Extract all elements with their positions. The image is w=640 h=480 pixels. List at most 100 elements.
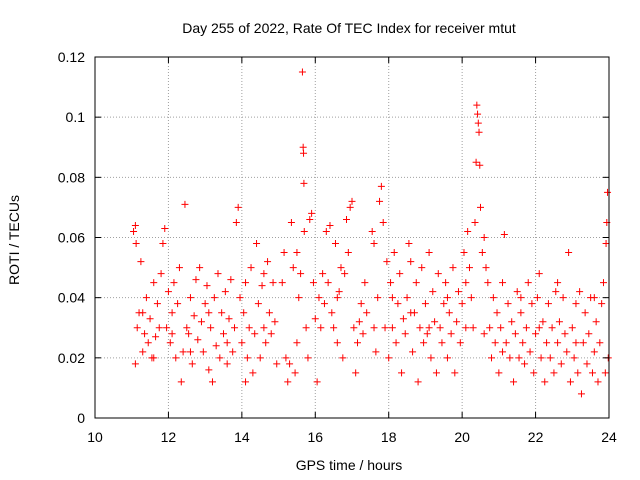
data-point <box>253 240 261 248</box>
data-point <box>464 227 472 235</box>
data-point <box>425 249 433 257</box>
data-point <box>572 300 580 308</box>
data-point <box>242 378 250 386</box>
data-point <box>280 249 288 257</box>
data-point <box>423 330 431 338</box>
data-point <box>333 294 341 302</box>
data-point <box>429 288 437 296</box>
data-point <box>515 354 523 362</box>
data-point <box>491 339 499 347</box>
data-point <box>260 324 268 332</box>
data-point <box>220 330 227 338</box>
data-point <box>130 227 138 235</box>
y-tick-label: 0.06 <box>58 230 85 246</box>
data-point <box>474 110 482 118</box>
data-point <box>418 264 426 272</box>
data-point <box>385 354 393 362</box>
data-point <box>377 182 385 190</box>
x-axis-label: GPS time / hours <box>296 457 403 473</box>
data-point <box>197 318 205 326</box>
data-point <box>286 360 294 368</box>
data-point <box>308 209 316 217</box>
data-point <box>403 294 411 302</box>
data-point <box>412 279 420 287</box>
data-point <box>506 354 514 362</box>
x-tick-label: 22 <box>528 429 544 445</box>
data-point <box>431 318 439 326</box>
data-point <box>460 249 468 257</box>
data-point <box>585 330 593 338</box>
data-point <box>293 249 301 257</box>
data-point <box>462 279 470 287</box>
data-point <box>300 227 308 235</box>
data-point <box>577 390 585 398</box>
y-tick-label: 0.04 <box>58 290 85 306</box>
data-point <box>475 128 483 136</box>
data-point <box>221 288 229 296</box>
data-point <box>166 339 174 347</box>
data-point <box>376 197 384 205</box>
x-tick-label: 14 <box>234 429 250 445</box>
data-point <box>552 288 560 296</box>
data-point <box>454 288 462 296</box>
data-point <box>604 188 612 196</box>
y-tick-label: 0.08 <box>58 169 85 185</box>
data-point <box>194 336 202 344</box>
data-point <box>447 330 455 338</box>
data-point <box>445 309 453 317</box>
data-point <box>256 354 264 362</box>
data-point <box>168 330 176 338</box>
data-point <box>383 258 391 266</box>
data-point <box>254 300 262 308</box>
data-point <box>242 279 250 287</box>
data-point <box>216 354 224 362</box>
data-point <box>524 279 532 287</box>
data-point <box>478 249 486 257</box>
data-point <box>282 354 290 362</box>
data-point <box>203 282 211 290</box>
data-point <box>322 227 330 235</box>
data-point <box>440 300 448 308</box>
data-point <box>319 270 327 278</box>
data-point <box>427 354 435 362</box>
data-point <box>161 224 169 232</box>
y-tick-label: 0.02 <box>58 350 85 366</box>
data-point <box>438 339 446 347</box>
data-point <box>238 339 246 347</box>
data-point <box>599 279 607 287</box>
data-point <box>561 330 569 338</box>
data-point <box>405 240 413 248</box>
data-point <box>229 348 237 356</box>
data-point <box>554 279 562 287</box>
data-point <box>330 324 338 332</box>
data-point <box>409 348 417 356</box>
data-point <box>555 318 563 326</box>
data-point <box>420 339 428 347</box>
data-point <box>390 249 398 257</box>
data-point <box>502 339 510 347</box>
data-point <box>232 218 240 226</box>
data-point <box>462 324 470 332</box>
data-point <box>590 294 598 302</box>
data-point <box>500 230 508 238</box>
data-point <box>513 288 521 296</box>
data-point <box>465 264 473 272</box>
data-point <box>262 339 270 347</box>
data-point <box>201 300 209 308</box>
data-point <box>508 318 516 326</box>
data-point <box>370 324 378 332</box>
data-point <box>472 158 480 166</box>
data-point <box>574 369 582 377</box>
data-point <box>251 330 259 338</box>
data-point <box>300 149 308 157</box>
data-point <box>359 330 367 338</box>
data-point <box>530 369 538 377</box>
data-point <box>328 309 336 317</box>
data-point <box>521 360 529 368</box>
data-point <box>588 369 596 377</box>
data-point <box>225 315 233 323</box>
data-point <box>142 294 150 302</box>
data-point <box>602 240 610 248</box>
data-point <box>196 264 204 272</box>
data-point <box>396 270 404 278</box>
